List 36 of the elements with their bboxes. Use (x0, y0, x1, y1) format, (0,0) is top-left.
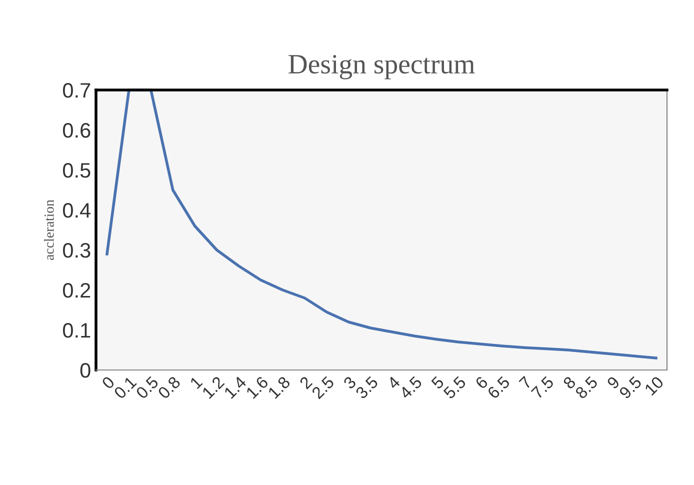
x-tick-label: 8.5 (574, 376, 598, 400)
x-tick-label: 10 (644, 376, 664, 396)
y-tick-label: 0.1 (62, 323, 90, 338)
chart-title: Design spectrum (288, 54, 475, 80)
y-tick-label: 0.7 (62, 83, 90, 98)
x-tick-label: 9 (606, 376, 620, 390)
x-tick-label: 8 (562, 376, 576, 390)
x-tick-label: 2 (298, 376, 313, 390)
x-tick-label: 1.8 (268, 376, 291, 399)
x-tick-label: 1 (190, 376, 203, 390)
x-tick-label: 0 (101, 376, 116, 390)
x-tick-label: 1.6 (246, 376, 269, 399)
x-tick-label: 6 (474, 376, 488, 390)
x-tick-label: 4 (386, 376, 401, 390)
x-tick-label: 0.1 (113, 376, 138, 400)
x-tick-label: 9.5 (618, 376, 642, 400)
x-tick-label: 5 (430, 376, 445, 390)
x-tick-label: 1.4 (224, 376, 247, 399)
x-tick-label: 1.2 (202, 376, 225, 399)
line-series (106, 88, 658, 360)
y-tick-label: 0.6 (62, 123, 90, 138)
x-tick-label: 0.8 (157, 376, 182, 400)
y-tick-label: 0.5 (62, 163, 90, 178)
y-tick-label: 0.2 (62, 283, 90, 298)
x-tick-label: 6.5 (486, 376, 510, 400)
x-tick-label: 4.5 (398, 376, 423, 400)
x-tick-label: 3.5 (354, 376, 379, 400)
x-tick-label: 7.5 (530, 376, 554, 400)
x-tick-label: 2.5 (311, 376, 335, 400)
y-tick-label: 0 (80, 363, 90, 378)
y-axis-title: accleration (44, 200, 54, 260)
y-tick-label: 0.3 (62, 243, 90, 258)
y-tick-label: 0.4 (62, 203, 91, 218)
x-tick-label: 5.5 (442, 376, 467, 400)
x-tick-label: 7 (518, 376, 532, 390)
x-tick-label: 3 (342, 376, 357, 390)
